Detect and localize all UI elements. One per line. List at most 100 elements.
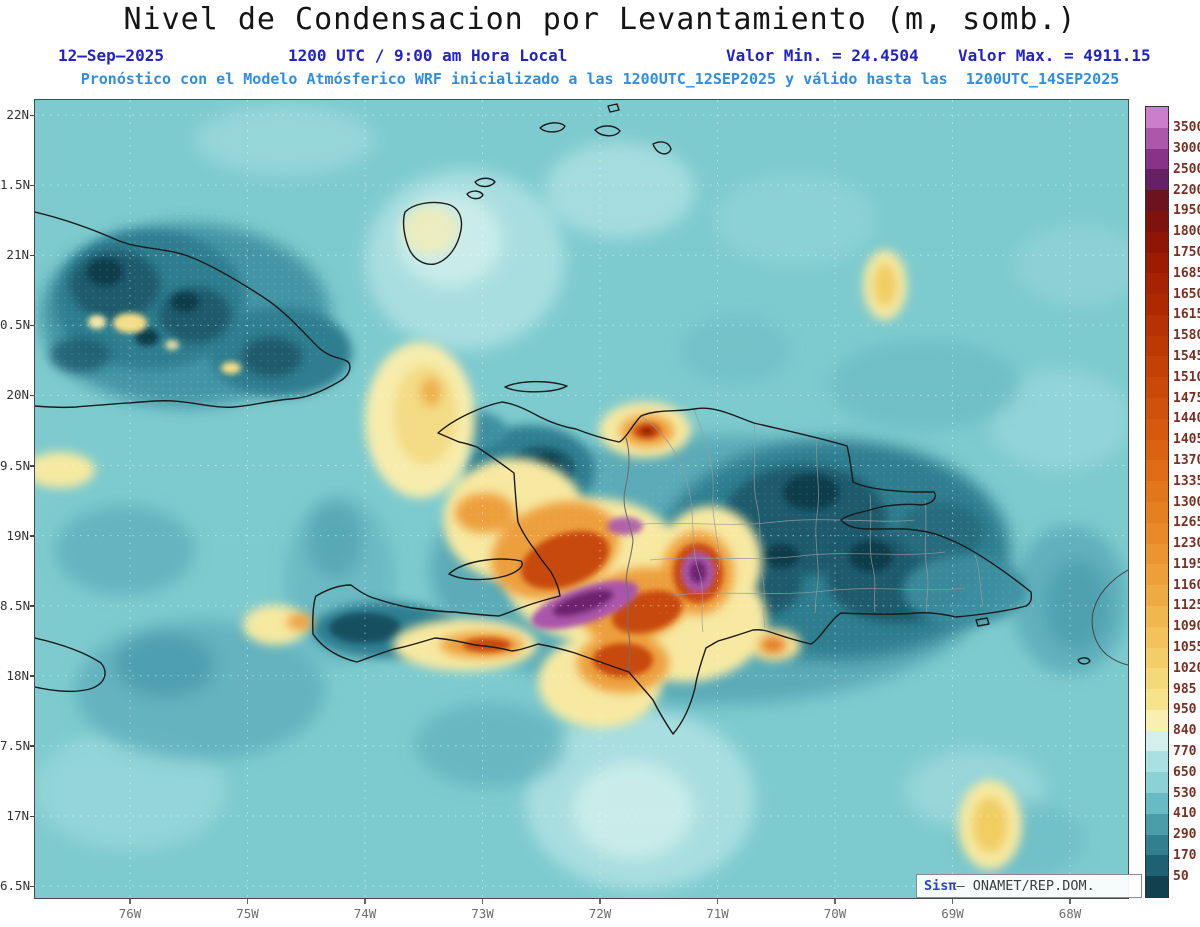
colorbar-swatch xyxy=(1146,502,1168,524)
gonave-island xyxy=(448,558,523,581)
little-inagua-island xyxy=(466,190,484,200)
lat-tick-label: 22N xyxy=(6,107,29,122)
coastlines xyxy=(35,103,1091,735)
colorbar-label: 1195 xyxy=(1173,556,1200,572)
colorbar-swatch xyxy=(1146,834,1168,856)
lon-tick-mark xyxy=(716,899,719,904)
mona-island xyxy=(1077,657,1091,665)
lat-tick-label: 1.5N xyxy=(0,177,31,193)
small-cay xyxy=(474,177,496,188)
lon-tick-mark xyxy=(951,899,954,904)
colorbar-swatch xyxy=(1146,730,1168,753)
colorbar-swatch xyxy=(1146,148,1168,170)
cuba-coastline xyxy=(35,211,351,409)
colorbar-label: 1580 xyxy=(1173,328,1200,344)
colorbar-label: 1800 xyxy=(1173,224,1200,240)
lon-tick-label: 71W xyxy=(706,906,729,921)
value-max-label: Valor Max. = 4911.15 xyxy=(958,46,1151,65)
map-graphic xyxy=(35,100,1128,898)
colorbar-label: 2200 xyxy=(1173,182,1200,198)
lat-tick-label: 17N xyxy=(6,808,29,823)
colorbar-label: 3000 xyxy=(1173,141,1200,157)
lon-tick-mark xyxy=(481,899,484,904)
colorbar-label: 1615 xyxy=(1173,307,1200,323)
credit-box: Sis π – ONAMET/REP.DOM. xyxy=(916,874,1142,898)
colorbar-swatch xyxy=(1146,169,1168,191)
colorbar-swatch xyxy=(1146,314,1168,337)
colorbar-swatch xyxy=(1146,876,1168,898)
colorbar-label: 1510 xyxy=(1173,369,1200,385)
lon-tick-label: 70W xyxy=(823,906,847,921)
colorbar-swatch xyxy=(1146,481,1168,503)
colorbar-label: 1475 xyxy=(1173,390,1200,406)
lat-tick-label: 20N xyxy=(6,387,29,403)
colorbar-swatch xyxy=(1146,127,1168,150)
saona-island xyxy=(975,617,990,627)
colorbar-swatch xyxy=(1146,460,1168,482)
colorbar-label: 1160 xyxy=(1173,577,1200,593)
colorbar-label: 1545 xyxy=(1173,348,1200,364)
colorbar-swatch xyxy=(1146,751,1168,773)
lon-tick-label: 75W xyxy=(236,906,259,921)
credit-pi-icon: π xyxy=(948,878,957,894)
colorbar-swatch xyxy=(1146,273,1168,295)
colorbar-swatch xyxy=(1146,626,1168,649)
lon-tick-label: 74W xyxy=(353,906,377,921)
lon-tick-mark xyxy=(364,899,366,904)
run-time-label: 1200 UTC / 9:00 am Hora Local xyxy=(288,46,568,65)
colorbar-swatch xyxy=(1146,190,1168,212)
colorbar-swatch xyxy=(1146,231,1168,254)
colorbar-swatch xyxy=(1146,252,1168,274)
colorbar-label: 1300 xyxy=(1173,494,1200,510)
colorbar-label: 950 xyxy=(1173,702,1197,718)
stipple-texture xyxy=(35,210,1025,670)
colorbar-swatch xyxy=(1146,543,1168,565)
right-edge-coast-arc xyxy=(1091,569,1128,666)
colorbar-label: 2500 xyxy=(1173,161,1200,177)
colorbar-swatch xyxy=(1146,813,1168,836)
graticule xyxy=(35,100,1128,898)
colorbar-label: 530 xyxy=(1173,785,1197,801)
colorbar-label: 840 xyxy=(1173,723,1197,739)
colorbar-swatch xyxy=(1146,107,1168,129)
colorbar-swatch xyxy=(1146,418,1168,441)
colorbar-label: 1125 xyxy=(1173,598,1200,614)
colorbar-label: 1020 xyxy=(1173,660,1200,676)
colorbar-label: 50 xyxy=(1173,868,1189,884)
lon-tick-mark xyxy=(1069,899,1071,904)
colorbar-swatch xyxy=(1146,564,1168,586)
haiti-dr-border xyxy=(623,437,634,672)
colorbar-swatch xyxy=(1146,294,1168,316)
colorbar-label: 770 xyxy=(1173,743,1197,759)
page-title: Nivel de Condensacion por Levantamiento … xyxy=(123,2,1077,37)
colorbar-swatch xyxy=(1146,398,1168,420)
colorbar-label: 1265 xyxy=(1173,515,1200,531)
colorbar-swatch xyxy=(1146,709,1168,732)
great-inagua-island xyxy=(402,201,463,265)
colorbar-swatch xyxy=(1146,605,1168,628)
colorbar-label: 1405 xyxy=(1173,432,1200,448)
lon-tick-label: 73W xyxy=(471,906,494,921)
colorbar-swatch xyxy=(1146,335,1168,358)
colorbar-label: 1335 xyxy=(1173,473,1200,489)
credit-org: – ONAMET/REP.DOM. xyxy=(956,878,1095,894)
tortue-island xyxy=(504,380,568,393)
colorbar-swatch xyxy=(1146,356,1168,378)
colorbar-label: 1370 xyxy=(1173,452,1200,468)
colorbar-label: 1090 xyxy=(1173,619,1200,635)
turks-caicos-islands xyxy=(539,103,672,155)
lat-tick-label: 6.5N xyxy=(0,878,31,894)
value-min-label: Valor Min. = 24.4504 xyxy=(726,46,919,65)
lon-tick-label: 76W xyxy=(118,906,142,921)
lat-tick-label: 8.5N xyxy=(0,597,31,613)
colorbar-label: 290 xyxy=(1173,827,1197,843)
lat-tick-label: 19N xyxy=(6,527,29,543)
province-boundaries xyxy=(634,408,984,633)
lon-tick-label: 72W xyxy=(588,906,612,921)
colorbar-swatch xyxy=(1146,439,1168,461)
run-date-label: 12–Sep–2025 xyxy=(58,46,164,65)
hispaniola-coastline xyxy=(312,401,1033,735)
colorbar-label: 1950 xyxy=(1173,203,1200,219)
lon-tick-mark xyxy=(246,899,249,904)
